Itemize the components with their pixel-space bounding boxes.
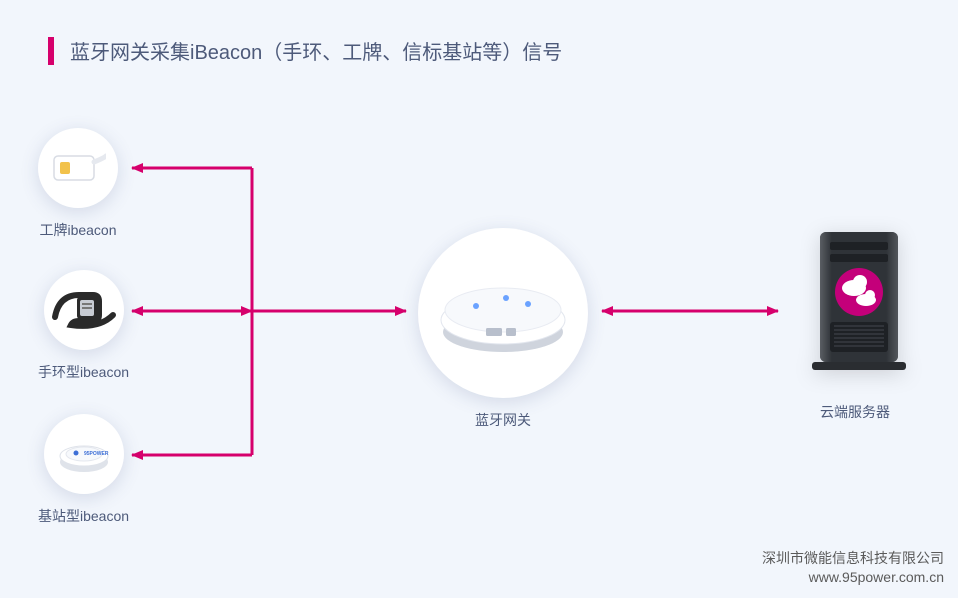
gateway-icon [418, 228, 588, 398]
title-bar: 蓝牙网关采集iBeacon（手环、工牌、信标基站等）信号 [48, 36, 562, 65]
footer-url: www.95power.com.cn [762, 568, 944, 588]
gateway-label: 蓝牙网关 [475, 410, 531, 430]
band-ibeacon-icon [44, 270, 124, 350]
page-title: 蓝牙网关采集iBeacon（手环、工牌、信标基站等）信号 [70, 36, 562, 65]
node-badge-ibeacon: 工牌ibeacon [38, 128, 118, 240]
badge-ibeacon-icon [38, 128, 118, 208]
station-ibeacon-label: 基站型ibeacon [38, 506, 129, 526]
svg-text:95POWER: 95POWER [84, 451, 109, 457]
footer-company: 深圳市微能信息科技有限公司 [762, 549, 944, 569]
title-accent [48, 37, 54, 65]
node-station-ibeacon: 95POWER 基站型ibeacon [38, 414, 129, 526]
node-server: 云端服务器 [790, 222, 920, 422]
footer: 深圳市微能信息科技有限公司 www.95power.com.cn [762, 549, 944, 588]
server-label: 云端服务器 [820, 402, 890, 422]
node-gateway: 蓝牙网关 [418, 228, 588, 430]
band-ibeacon-label: 手环型ibeacon [38, 362, 129, 382]
station-ibeacon-icon: 95POWER [44, 414, 124, 494]
server-icon [790, 222, 920, 392]
badge-ibeacon-label: 工牌ibeacon [39, 220, 116, 240]
node-band-ibeacon: 手环型ibeacon [38, 270, 129, 382]
